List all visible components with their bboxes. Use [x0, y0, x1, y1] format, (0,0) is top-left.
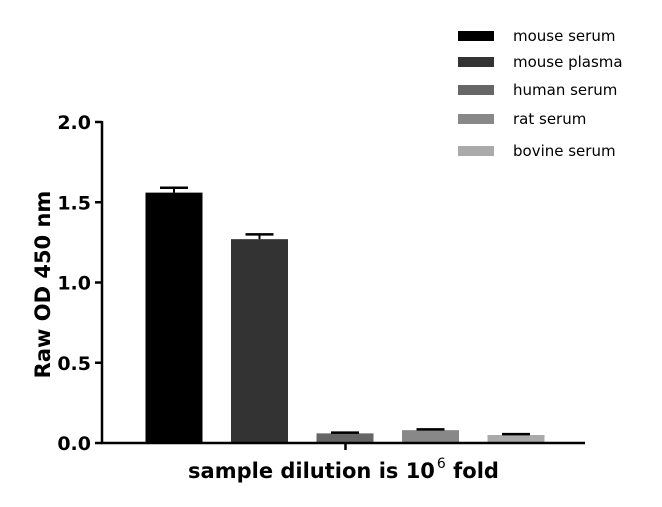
bar: [316, 433, 374, 443]
y-ticks-group: 0.0 0.5 1.0 1.5 2.0: [57, 112, 102, 455]
legend-swatch: [458, 85, 494, 95]
bars-group: [145, 192, 545, 443]
x-axis-title: sample dilution is 10 6 fold: [188, 456, 499, 483]
error-bars-group: [160, 186, 530, 436]
y-tick-label: 0.0: [57, 433, 91, 455]
legend-swatch: [458, 57, 494, 67]
x-axis-title-superscript: 6: [437, 456, 446, 472]
legend-swatch: [458, 114, 494, 124]
x-axis-title-prefix: sample dilution is 10: [188, 459, 435, 483]
legend-label: mouse plasma: [513, 53, 623, 71]
legend-swatch: [458, 31, 494, 41]
y-tick-label: 1.0: [57, 273, 91, 295]
legend-swatch: [458, 146, 494, 156]
legend-label: bovine serum: [513, 142, 616, 160]
legend-label: human serum: [513, 81, 617, 99]
y-axis-title: Raw OD 450 nm: [31, 191, 55, 379]
legend: mouse serum mouse plasma human serum rat se…: [458, 27, 623, 160]
bar: [402, 430, 459, 443]
x-axis-title-suffix: fold: [446, 459, 499, 483]
legend-label: mouse serum: [513, 27, 615, 45]
bar: [145, 192, 203, 443]
legend-label: rat serum: [513, 110, 586, 128]
y-tick-label: 1.5: [57, 192, 91, 214]
y-tick-label: 2.0: [57, 112, 91, 134]
y-tick-label: 0.5: [57, 353, 91, 375]
bar: [487, 434, 545, 443]
bar: [231, 239, 288, 443]
